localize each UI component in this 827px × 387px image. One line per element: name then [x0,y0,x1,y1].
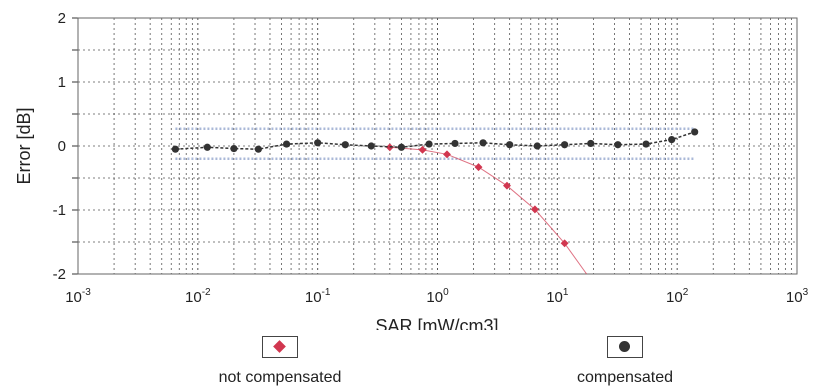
data-point-compensated [614,141,622,149]
data-point-compensated [230,144,238,153]
series-line-not-compensated [389,146,588,275]
x-axis-title: SAR [mW/cm3] [375,316,498,330]
data-point-compensated [425,140,433,148]
grid [72,17,797,275]
series-line-compensated [175,131,695,150]
data-point-compensated [668,136,676,144]
data-point-compensated [642,140,650,148]
y-tick-label: -1 [53,202,66,219]
legend-marker-not-compensated [262,336,298,358]
data-point-compensated [691,128,699,136]
data-point-compensated [367,142,375,150]
data-point-not-compensated [503,181,511,190]
series-layer [171,128,699,275]
x-tick-label: 10-3 [65,287,91,306]
x-tick-label: 10-1 [305,287,331,306]
uncertainty-band [175,127,695,161]
y-tick-label: 0 [58,138,66,155]
data-point-compensated [451,139,459,148]
legend-label-compensated: compensated [576,369,674,386]
data-point-compensated [397,143,406,151]
legend-not-compensated: not compensated [180,336,380,387]
y-tick-labels: 2 1 0 -1 -2 [53,10,66,283]
data-point-compensated [341,141,349,149]
circle-marker-icon [619,341,630,352]
y-axis-title: Error [dB] [14,107,34,184]
y-tick-label: 1 [58,74,66,91]
data-point-not-compensated [418,145,427,154]
y-tick-label: -2 [53,266,66,283]
x-tick-label: 10-2 [185,287,211,306]
data-point-compensated [561,141,569,149]
data-point-compensated [479,139,487,147]
plot-frame [77,17,798,275]
data-point-not-compensated [530,205,539,214]
data-point-compensated [314,139,322,147]
x-tick-label: 103 [786,287,809,306]
chart: 210-1-2 10-3 10-2 10-1 100 101 102 103 SAR [mW… [14,10,809,330]
legend-marker-compensated [607,336,643,358]
data-point-not-compensated [443,150,451,159]
data-point-compensated [587,139,595,148]
legend-compensated: compensated [525,336,725,387]
x-tick-labels: 10-3 10-2 10-1 100 101 102 103 [65,287,808,306]
data-point-compensated [282,140,291,148]
diamond-marker-icon [273,340,286,353]
x-tick-label: 101 [546,287,569,306]
x-tick-label: 100 [426,287,449,306]
data-point-not-compensated [474,163,483,172]
data-point-compensated [533,142,541,150]
data-point-compensated [203,143,211,151]
data-point-not-compensated [560,239,569,248]
x-tick-label: 102 [666,287,689,306]
y-tick-label: 2 [58,10,66,27]
legend-label-not-compensated: not compensated [218,369,342,386]
data-point-compensated [171,145,180,153]
data-point-compensated [254,145,262,153]
data-point-compensated [506,141,514,149]
